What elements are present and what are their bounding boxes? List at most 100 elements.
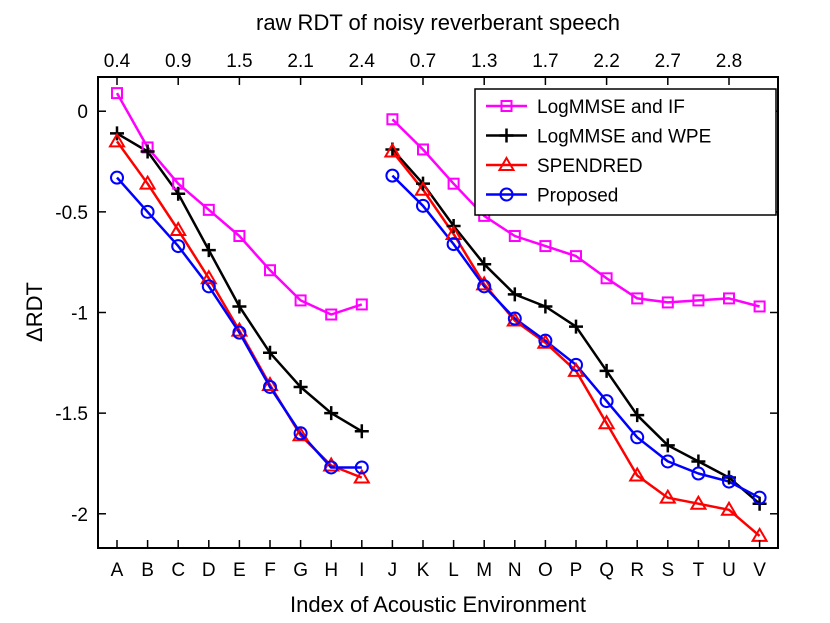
x-tick-label: J (388, 560, 398, 581)
x-tick-label: T (693, 560, 705, 581)
y-axis-title: ΔRDT (22, 282, 47, 342)
data-point-spendred (291, 426, 310, 442)
x-tick-label: D (202, 560, 216, 581)
top-tick-label: 0.7 (410, 51, 436, 72)
data-point-logmmse-and-if (386, 113, 399, 126)
data-point-spendred (414, 180, 432, 196)
x-tick-label: L (448, 560, 459, 581)
top-tick-label: 2.7 (655, 51, 681, 72)
data-point-logmmse-and-wpe (660, 438, 675, 453)
data-point-proposed (232, 325, 247, 340)
series-line-logmmse-and-if (115, 92, 363, 316)
legend-label-logmmse-and-if: LogMMSE and IF (537, 97, 685, 118)
data-point-logmmse-and-if (661, 296, 674, 309)
data-point-logmmse-and-if (631, 292, 644, 305)
top-tick-label: 0.9 (165, 51, 191, 72)
data-point-logmmse-and-wpe (569, 319, 583, 334)
data-point-spendred (720, 500, 738, 516)
x-tick-label: P (570, 560, 583, 581)
x-tick-label: B (141, 560, 154, 581)
data-point-proposed (201, 279, 216, 294)
data-point-spendred (230, 321, 249, 337)
series-line-proposed (116, 176, 362, 469)
top-tick-label: 2.8 (716, 51, 742, 72)
x-tick-label: S (661, 560, 674, 581)
data-point-logmmse-and-if (753, 300, 766, 313)
data-point-proposed (569, 357, 583, 372)
data-point-logmmse-and-wpe (477, 257, 492, 272)
data-point-logmmse-and-wpe (263, 345, 277, 360)
data-point-logmmse-and-wpe (232, 299, 247, 314)
data-point-logmmse-and-if (539, 240, 552, 253)
data-point-logmmse-and-if (325, 308, 338, 321)
data-point-logmmse-and-wpe (201, 243, 216, 258)
top-axis-ticks: 0.4 0.9 1.5 2.1 2.4 0.7 1.3 1.7 2.2 2.7 2.8 (104, 51, 742, 85)
data-point-proposed (293, 426, 308, 441)
data-point-proposed (446, 237, 461, 252)
x-tick-label: U (722, 560, 736, 581)
legend-marker-logmmse-and-if (500, 100, 513, 112)
x-tick-label: E (233, 560, 246, 581)
data-point-proposed (599, 394, 614, 409)
top-tick-label: 1.3 (471, 51, 497, 72)
y-axis-ticks: 0 -0.5 -1 -1.5 -2 (55, 102, 778, 526)
x-tick-label: A (111, 560, 124, 581)
data-point-logmmse-and-if (111, 87, 123, 100)
legend-marker-proposed (499, 187, 514, 202)
y-tick-label: 0 (77, 102, 88, 123)
data-point-proposed (538, 333, 553, 348)
data-point-spendred (353, 468, 371, 484)
data-point-spendred (506, 311, 524, 327)
data-point-logmmse-and-if (508, 230, 521, 243)
data-point-logmmse-and-wpe (354, 424, 369, 439)
data-point-logmmse-and-if (447, 177, 460, 190)
data-point-proposed (416, 198, 430, 213)
x-tick-label: N (508, 560, 522, 581)
data-point-spendred (322, 456, 340, 472)
data-point-logmmse-and-if (723, 292, 735, 305)
x-tick-label: M (476, 560, 492, 581)
data-point-proposed (630, 430, 645, 445)
data-point-proposed (171, 239, 186, 254)
series-line-logmmse-and-if (391, 118, 760, 308)
data-point-proposed (691, 466, 706, 481)
data-point-proposed (263, 379, 277, 394)
data-point-proposed (110, 170, 124, 185)
data-point-proposed (354, 460, 369, 475)
x-tick-label: V (753, 560, 766, 581)
x-tick-label: Q (599, 560, 614, 581)
data-point-spendred (383, 142, 402, 158)
y-tick-label: -0.5 (55, 203, 88, 224)
data-point-proposed (722, 474, 736, 489)
top-tick-label: 1.5 (226, 51, 252, 72)
data-point-spendred (200, 269, 218, 285)
top-tick-label: 1.7 (532, 51, 558, 72)
top-axis-title: raw RDT of noisy reverberant speech (256, 10, 620, 35)
data-point-spendred (261, 375, 279, 391)
top-tick-label: 2.1 (287, 51, 313, 72)
data-point-logmmse-and-wpe (140, 144, 155, 159)
data-point-logmmse-and-if (600, 272, 613, 285)
data-point-spendred (169, 220, 187, 236)
y-tick-label: -1 (71, 304, 88, 325)
legend-label-logmmse-and-wpe: LogMMSE and WPE (537, 127, 711, 148)
data-point-logmmse-and-wpe (538, 299, 553, 314)
data-point-spendred (689, 494, 708, 510)
x-tick-label: K (417, 560, 430, 581)
x-tick-label: F (264, 560, 276, 581)
legend-marker-logmmse-and-wpe (499, 128, 514, 143)
y-tick-label: -1.5 (55, 404, 88, 425)
data-point-logmmse-and-if (202, 203, 215, 216)
data-point-logmmse-and-wpe (630, 408, 645, 423)
data-point-logmmse-and-wpe (599, 363, 614, 378)
y-tick-label: -2 (71, 505, 88, 526)
data-point-proposed (140, 204, 155, 219)
data-point-spendred (536, 333, 555, 349)
data-point-logmmse-and-wpe (171, 186, 186, 201)
x-axis-title: Index of Acoustic Environment (290, 592, 586, 617)
data-point-logmmse-and-wpe (507, 287, 522, 302)
x-tick-label: O (538, 560, 553, 581)
data-point-proposed (385, 168, 400, 183)
